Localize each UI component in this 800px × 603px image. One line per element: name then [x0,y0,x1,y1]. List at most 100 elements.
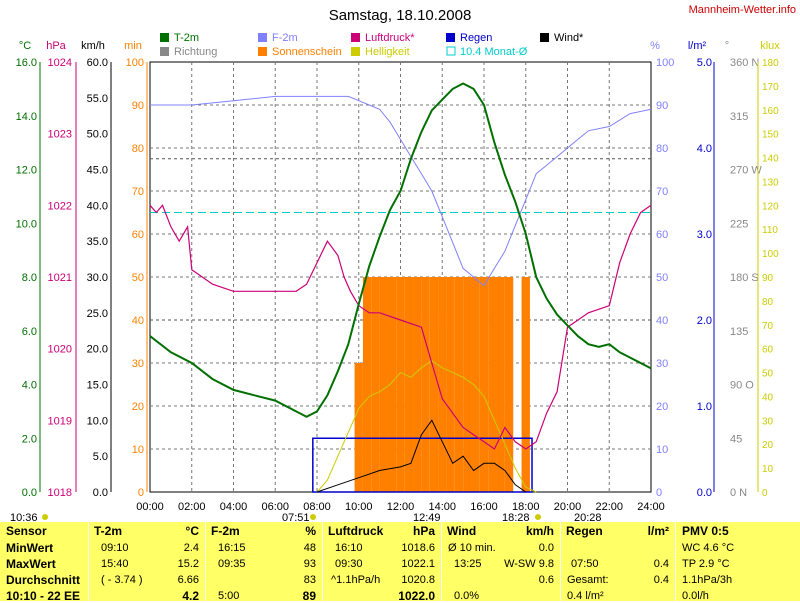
sun-icon [42,514,48,520]
minutes-tick: 70 [132,186,144,198]
col-wind: Wind km/h Ø 10 min. 0.0 13:25 W-SW 9.8 0… [442,522,560,602]
wind-tick: 10.0 [87,415,108,427]
humidity-tick: 10 [656,444,668,456]
label-extra: 10:10 - 22 EE [6,589,81,603]
f2m-extra: 89 [302,589,316,603]
sunshine-bar [413,277,422,492]
rain-tick: 5.0 [697,57,712,69]
sunshine-bar [454,277,464,492]
sunshine-bar [404,277,414,492]
t2m-min-time: 09:10 [101,542,129,554]
f2m-avg: 83 [303,574,316,586]
rain-r3a: Gesamt: [567,574,609,586]
wind-tick: 50.0 [87,129,108,141]
sunshine-bar [479,277,489,492]
rain-tick: 2.0 [697,315,712,327]
marker-now: 10:36 [10,512,38,522]
rain-tick: 0.0 [697,487,712,499]
klux-tick: 160 [762,106,779,117]
press-avg: 1020.8 [401,574,435,586]
f2m-max-time: 09:35 [218,558,246,570]
sunshine-bar [521,277,530,492]
temp-tick: 12.0 [16,165,37,177]
axis-unit: °C [19,40,31,52]
axis-unit: ° [725,40,729,52]
minutes-tick: 80 [132,143,144,155]
wind-tick: 30.0 [87,272,108,284]
legend-swatch [351,47,360,56]
pmv-r4: 0.0l/h [682,590,709,602]
wind-tick: 5.0 [93,451,108,463]
pressure-tick: 1020 [48,344,72,356]
humidity-tick: 30 [656,358,668,370]
temp-tick: 2.0 [22,433,37,445]
pressure-tick: 1023 [48,129,72,141]
pressure-tick: 1022 [48,200,72,212]
wind-tick: 60.0 [87,57,108,69]
label-min: MinWert [6,541,54,555]
time-tick: 24:00 [637,501,665,513]
klux-tick: 170 [762,82,779,93]
pressure-tick: 1018 [48,487,72,499]
rain-r2a: 07:50 [571,558,599,570]
legend-label: Wind* [554,32,584,44]
sunshine-bar [371,277,380,492]
marker-noon: 12:49 [413,512,441,522]
wind-r4a: 0.0% [454,590,480,602]
legend-label: T-2m [174,32,199,44]
rain-tick: 3.0 [697,229,712,241]
minutes-tick: 90 [132,100,144,112]
col-pressure: Luftdruck hPa 16:10 1018.6 09:30 1022.1 … [323,522,441,603]
humidity-line [150,95,652,287]
rain-tick: 4.0 [697,143,712,155]
sunshine-bar [387,277,397,492]
klux-tick: 90 [762,273,774,284]
pmv-title: PMV 0:5 [682,524,729,538]
wind-tick: 45.0 [87,165,108,177]
temp-tick: 6.0 [22,326,37,338]
t2m-min: 2.4 [183,542,199,554]
direction-tick: 270 W [730,165,762,177]
wind-tick: 55.0 [87,93,108,105]
f2m-extra-time: 5:00 [218,590,240,602]
wind-title: Wind [447,524,477,538]
col-pmv: PMV 0:5 WC 4.6 °C TP 2.9 °C 1.1hPa/3h 0.… [676,522,800,602]
press-min: 1018.6 [401,542,435,554]
legend-swatch [258,33,267,42]
axis-unit: hPa [46,40,66,52]
sunshine-bar [488,277,497,492]
klux-tick: 120 [762,201,779,212]
axis-unit: klux [760,40,780,52]
wind-tick: 40.0 [87,200,108,212]
klux-tick: 50 [762,369,774,380]
wind-r2a: 13:25 [454,558,482,570]
humidity-tick: 50 [656,272,668,284]
label-avg: Durchschnitt [6,573,81,587]
marker-sunset: 18:28 [502,512,530,522]
wind-r3b: 0.6 [538,574,554,586]
t2m-unit: °C [185,524,199,538]
klux-tick: 150 [762,130,779,141]
minutes-tick: 30 [132,358,144,370]
sunshine-bar [446,277,455,492]
f2m-min-time: 16:15 [218,542,246,554]
direction-tick: 360 N [730,57,759,69]
time-tick: 16:00 [470,501,498,513]
pmv-r3: 1.1hPa/3h [682,574,733,586]
t2m-extra: 4.2 [182,589,199,603]
sunshine-bar [463,277,472,492]
legend-swatch [446,33,455,42]
t2m-title: T-2m [94,524,123,538]
press-extra: 1022.0 [398,589,435,603]
humidity-tick: 20 [656,401,668,413]
sunshine-bar [496,277,505,492]
time-tick: 14:00 [428,501,456,513]
row-labels: Sensor MinWert MaxWert Durchschnitt 10:1… [0,522,88,603]
direction-tick: 135 [730,326,748,338]
sun-icon [535,514,541,520]
axis-unit: % [650,40,660,52]
site-name: Mannheim-Wetter.info [689,4,796,16]
klux-tick: 80 [762,297,774,308]
wind-tick: 35.0 [87,236,108,248]
pmv-r1: WC 4.6 °C [682,542,735,554]
